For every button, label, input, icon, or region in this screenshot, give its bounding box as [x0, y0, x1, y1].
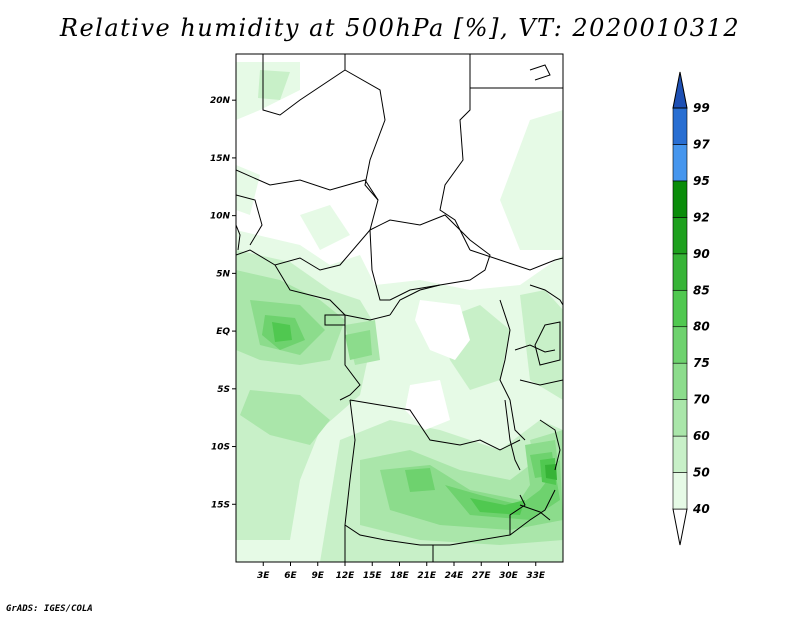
colorbar-level-label: 90	[693, 247, 710, 261]
lon-tick-label: 15E	[363, 571, 383, 581]
colorbar-level-label: 70	[693, 393, 710, 407]
colorbar-high-triangle	[672, 71, 688, 109]
lon-tick-label: 6E	[284, 571, 297, 581]
colorbar-segment	[672, 362, 688, 400]
lon-tick-label: 30E	[499, 571, 519, 581]
lat-tick-label: 15S	[211, 500, 230, 510]
colorbar-segment	[672, 472, 688, 510]
lat-tick-label: 10S	[211, 443, 230, 453]
colorbar-level-label: 95	[693, 174, 710, 188]
lon-tick-label: 27E	[472, 571, 492, 581]
latitude-axis: 20N 15N 10N 5N EQ 5S 10S 15S	[210, 96, 236, 510]
lat-tick-label: EQ	[216, 327, 230, 337]
colorbar-segment	[672, 180, 688, 218]
credit-text: GrADS: IGES/COLA	[6, 604, 93, 614]
lon-tick-label: 9E	[312, 571, 325, 581]
lat-tick-label: 10N	[210, 212, 231, 222]
colorbar-segment	[672, 107, 688, 145]
lon-tick-label: 18E	[390, 571, 410, 581]
colorbar-segment	[672, 253, 688, 291]
colorbar-level-label: 92	[693, 210, 710, 224]
colorbar-segment	[672, 217, 688, 255]
lon-tick-label: 21E	[417, 571, 437, 581]
lon-tick-label: 12E	[336, 571, 356, 581]
lat-tick-label: 20N	[210, 96, 231, 106]
colorbar: 40 50 60 70 75 80 85 90 92 95 97 99	[672, 71, 710, 546]
map-title: Relative humidity at 500hPa [%], VT: 202…	[59, 14, 741, 42]
lon-tick-label: 24E	[445, 571, 465, 581]
longitude-axis: 3E 6E 9E 12E 15E 18E 21E 24E 27E 30E 33E	[257, 562, 546, 581]
humidity-shading	[236, 62, 563, 562]
colorbar-segment	[672, 326, 688, 364]
lat-tick-label: 5N	[216, 269, 230, 279]
lat-tick-label: 5S	[217, 385, 230, 395]
colorbar-level-label: 60	[693, 429, 710, 443]
colorbar-level-label: 80	[693, 320, 710, 334]
colorbar-level-label: 40	[692, 502, 710, 516]
colorbar-segment	[672, 399, 688, 437]
colorbar-level-label: 85	[693, 283, 710, 297]
lon-tick-label: 33E	[526, 571, 546, 581]
colorbar-segment	[672, 435, 688, 473]
colorbar-level-label: 97	[693, 137, 710, 151]
colorbar-level-label: 75	[693, 356, 710, 370]
colorbar-low-triangle	[672, 508, 688, 546]
lon-tick-label: 3E	[257, 571, 270, 581]
colorbar-segment	[672, 289, 688, 328]
lat-tick-label: 15N	[210, 154, 231, 164]
colorbar-level-label: 50	[693, 466, 710, 480]
country-borders	[236, 54, 563, 562]
colorbar-level-label: 99	[693, 101, 710, 115]
colorbar-segment	[672, 144, 688, 182]
